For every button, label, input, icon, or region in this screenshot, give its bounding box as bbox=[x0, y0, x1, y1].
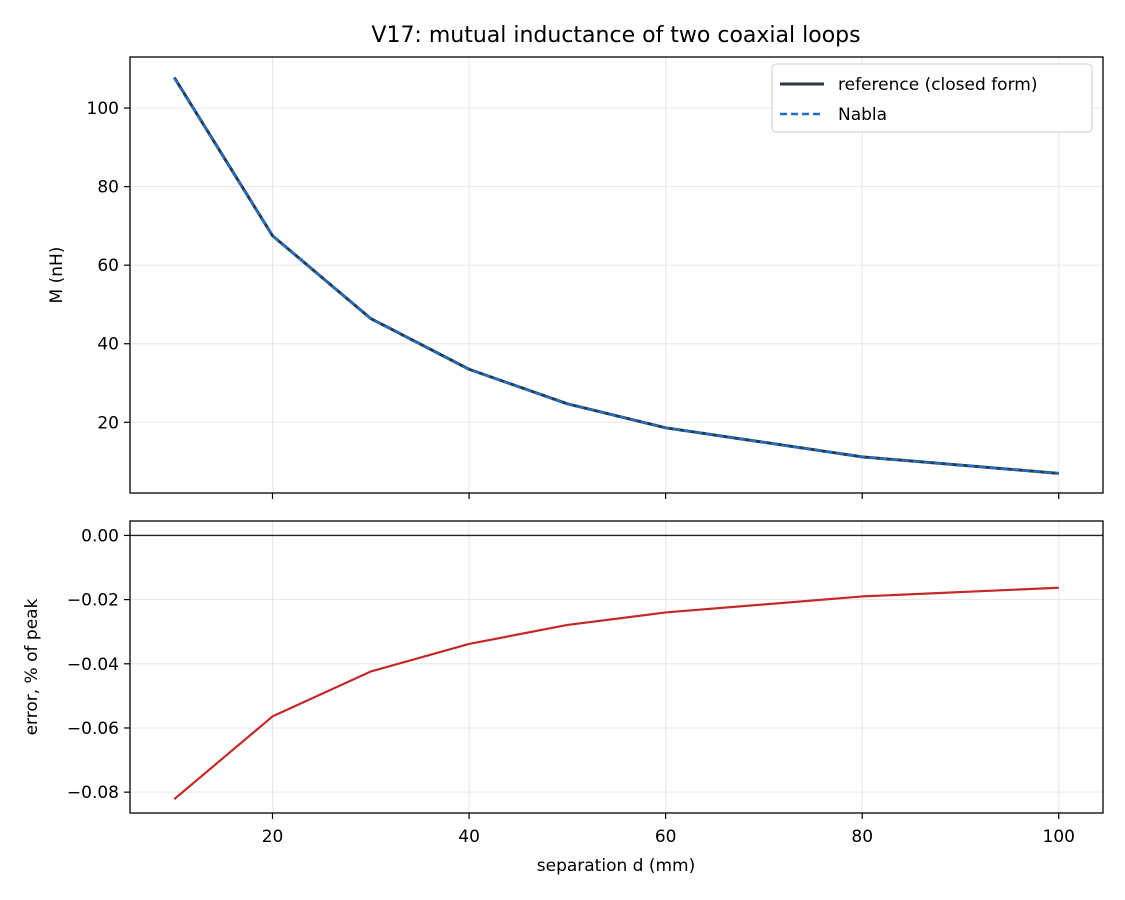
legend-box bbox=[771, 63, 1093, 133]
bottom-panel: 20 40 60 80 100 0.00 −0.02 −0.04 −0.06 −0.08 erro… bbox=[22, 520, 1104, 876]
bottom-y-tick-label: −0.06 bbox=[67, 719, 119, 739]
legend: reference (closed form) Nabla bbox=[771, 63, 1093, 133]
top-y-tick-label: 20 bbox=[97, 413, 119, 433]
bottom-axis-ticks: 20 40 60 80 100 0.00 −0.02 −0.04 −0.06 −0.08 bbox=[67, 526, 1075, 847]
top-y-tick-label: 100 bbox=[87, 99, 119, 119]
x-tick-label: 80 bbox=[851, 827, 873, 847]
x-tick-label: 100 bbox=[1043, 827, 1075, 847]
chart-title: V17: mutual inductance of two coaxial lo… bbox=[371, 23, 860, 48]
bottom-y-tick-label: −0.04 bbox=[67, 655, 119, 675]
x-axis-label: separation d (mm) bbox=[537, 856, 695, 876]
x-tick-label: 40 bbox=[458, 827, 480, 847]
top-plot-frame bbox=[129, 56, 1104, 494]
top-y-axis-label: M (nH) bbox=[47, 247, 67, 304]
bottom-y-tick-label: −0.02 bbox=[67, 591, 119, 611]
bottom-y-tick-label: 0.00 bbox=[81, 526, 119, 546]
top-y-tick-label: 80 bbox=[97, 178, 119, 198]
x-tick-label: 20 bbox=[262, 827, 284, 847]
top-lines bbox=[172, 76, 1059, 475]
bottom-plot-frame bbox=[129, 520, 1104, 814]
x-tick-label: 60 bbox=[655, 827, 677, 847]
top-axis-ticks: 20 40 60 80 100 bbox=[87, 99, 1060, 499]
top-panel: 20 40 60 80 100 M (nH) reference (closed for… bbox=[47, 56, 1104, 499]
nabla-series-line bbox=[173, 77, 1059, 475]
bottom-grid bbox=[130, 521, 1103, 813]
bottom-lines bbox=[130, 534, 1103, 801]
reference-series-line bbox=[172, 76, 1059, 475]
bottom-y-axis-label: error, % of peak bbox=[22, 598, 42, 735]
top-y-tick-label: 60 bbox=[97, 256, 119, 276]
bottom-y-tick-label: −0.08 bbox=[67, 783, 119, 803]
legend-reference-label: reference (closed form) bbox=[838, 75, 1037, 95]
error-series-line bbox=[173, 586, 1059, 801]
top-y-tick-label: 40 bbox=[97, 335, 119, 355]
legend-nabla-label: Nabla bbox=[838, 105, 887, 125]
